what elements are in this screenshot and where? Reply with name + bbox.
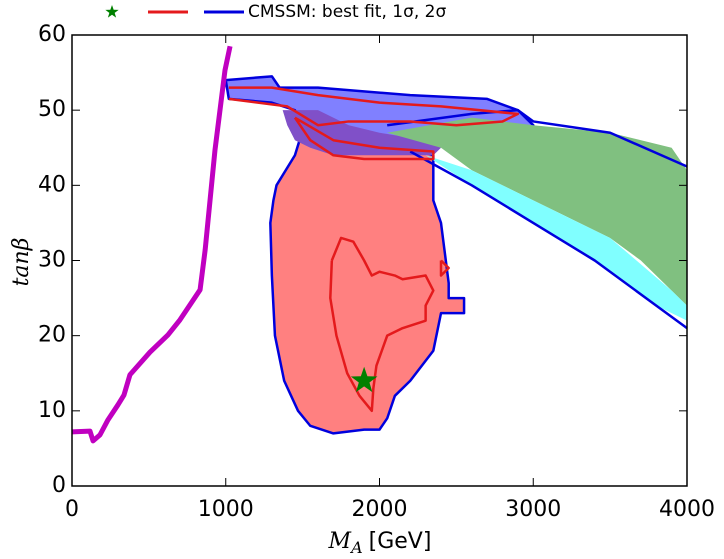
- x-tick-label: 3000: [505, 497, 561, 522]
- x-label-subscript: A: [349, 538, 363, 557]
- y-tick-label: 20: [38, 323, 66, 348]
- x-label-symbol: M: [328, 529, 352, 554]
- contour-line: [387, 108, 688, 168]
- x-tick-label: 0: [65, 497, 79, 522]
- legend-star: [105, 5, 119, 18]
- y-tick-label: 50: [38, 97, 66, 122]
- x-tick-label: 4000: [659, 497, 715, 522]
- best-fit-star: [350, 366, 378, 393]
- contour-line: [409, 150, 688, 330]
- contour-line: [71, 45, 233, 444]
- contour-line: [293, 116, 435, 161]
- x-tick-label: 1000: [198, 497, 254, 522]
- x-axis-label: MA [GeV]: [328, 529, 432, 557]
- region: [282, 110, 441, 156]
- contour-line: [439, 259, 450, 277]
- y-tick-label: 40: [38, 172, 66, 197]
- legend-label: CMSSM: best fit, 1σ, 2σ: [248, 2, 446, 22]
- x-tick-label: 2000: [352, 497, 408, 522]
- region: [269, 138, 466, 435]
- y-tick-label: 10: [38, 398, 66, 423]
- y-tick-label: 0: [52, 473, 66, 498]
- x-label-unit: [GeV]: [369, 529, 432, 554]
- region: [387, 117, 687, 306]
- y-tick-label: 60: [38, 22, 66, 47]
- contour-line: [329, 236, 435, 413]
- plot-layer: [71, 45, 688, 444]
- y-axis-label: tanβ: [9, 238, 34, 287]
- contour-line: [228, 86, 520, 127]
- y-tick-label: 30: [38, 248, 66, 273]
